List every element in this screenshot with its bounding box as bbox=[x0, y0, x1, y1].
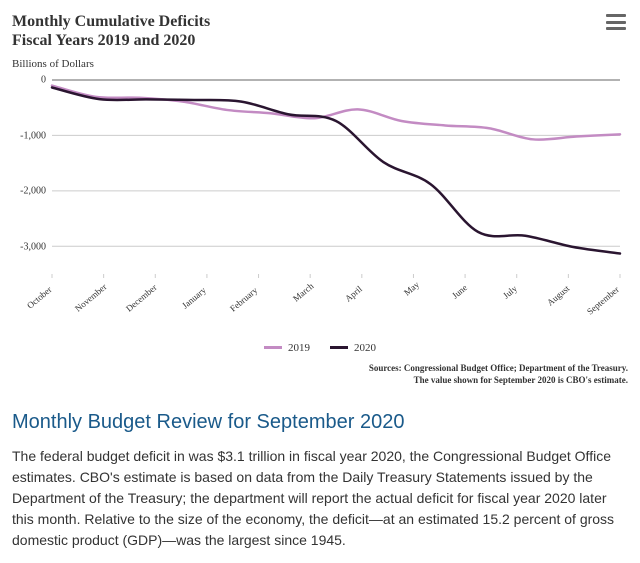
chart-sources: Sources: Congressional Budget Office; De… bbox=[12, 362, 628, 387]
chart-legend: 2019 2020 bbox=[12, 340, 628, 354]
sources-line1: Sources: Congressional Budget Office; De… bbox=[12, 362, 628, 375]
legend-swatch bbox=[330, 346, 348, 349]
chart-header: Monthly Cumulative Deficits Fiscal Years… bbox=[12, 12, 628, 50]
series-line-2019 bbox=[52, 86, 620, 140]
legend-swatch bbox=[264, 346, 282, 349]
y-tick-label: -1,000 bbox=[12, 130, 46, 141]
chart-title-line2: Fiscal Years 2019 and 2020 bbox=[12, 31, 210, 50]
sources-line2: The value shown for September 2020 is CB… bbox=[12, 374, 628, 387]
legend-item-2019: 2019 bbox=[264, 342, 310, 354]
hamburger-icon[interactable] bbox=[604, 12, 628, 32]
y-tick-label: -3,000 bbox=[12, 241, 46, 252]
article-title: Monthly Budget Review for September 2020 bbox=[12, 411, 628, 434]
legend-label: 2019 bbox=[288, 342, 310, 354]
article-body: The federal budget deficit in was $3.1 t… bbox=[12, 446, 628, 551]
y-tick-label: -2,000 bbox=[12, 186, 46, 197]
y-axis-title: Billions of Dollars bbox=[12, 58, 628, 70]
chart-plot-area: 0-1,000-2,000-3,000OctoberNovemberDecemb… bbox=[12, 74, 624, 334]
y-tick-label: 0 bbox=[12, 75, 46, 86]
chart-svg bbox=[12, 74, 624, 314]
legend-label: 2020 bbox=[354, 342, 376, 354]
legend-item-2020: 2020 bbox=[330, 342, 376, 354]
chart-title-line1: Monthly Cumulative Deficits bbox=[12, 12, 210, 31]
chart-title: Monthly Cumulative Deficits Fiscal Years… bbox=[12, 12, 210, 50]
